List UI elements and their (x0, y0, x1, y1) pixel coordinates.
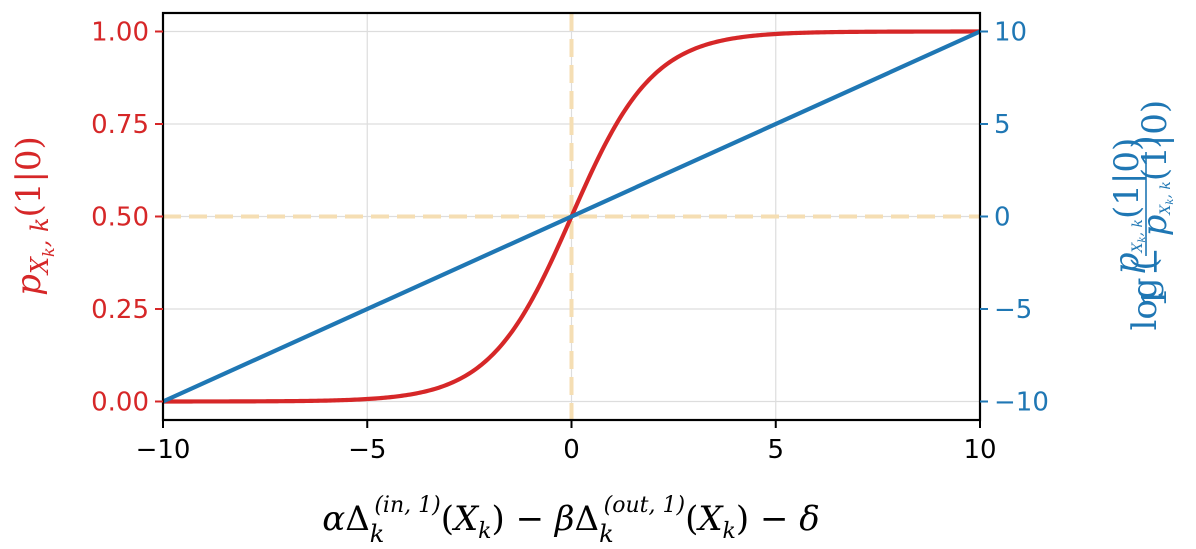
x-tick-label: 0 (563, 435, 580, 465)
svg-text:log: log (1125, 277, 1165, 330)
left-y-tick-label: 1.00 (91, 18, 149, 48)
x-axis-label: αΔk(in, 1)(Xk) − βΔk(out, 1)(Xk) − δ (322, 493, 820, 548)
right-y-axis-label: log ( pXk, k(1|0) 1 − pXk, k(1|0) ) (1107, 100, 1176, 331)
left-y-axis-label: pXk, k(1|0) (9, 136, 58, 296)
series-line-right (162, 29, 981, 404)
right-y-tick-label: 10 (994, 18, 1027, 48)
x-tick-label: 10 (963, 435, 996, 465)
svg-text:): ) (1125, 135, 1165, 148)
left-y-tick-label: 0.25 (91, 295, 149, 325)
x-tick-label: −10 (136, 435, 191, 465)
x-tick-label: −5 (348, 435, 386, 465)
ticks: −10 −5 0 5 10 0.00 0.25 0.50 0.75 1.00 −10 −5 0 5 10 (91, 18, 1049, 466)
left-y-tick-label: 0.75 (91, 110, 149, 140)
svg-text:(: ( (1125, 257, 1165, 270)
right-y-tick-label: 0 (994, 203, 1011, 233)
x-tick-label: 5 (767, 435, 784, 465)
right-y-tick-label: −10 (994, 388, 1049, 418)
left-y-tick-label: 0.50 (91, 203, 149, 233)
svg-text:pXk, k(1|0): pXk, k(1|0) (1107, 138, 1148, 274)
right-y-tick-label: −5 (994, 295, 1032, 325)
right-y-tick-label: 5 (994, 110, 1011, 140)
reference-lines (163, 13, 980, 420)
series-layer (162, 29, 981, 404)
left-y-tick-label: 0.00 (91, 388, 149, 418)
svg-text:1 − pXk, k(1|0): 1 − pXk, k(1|0) (1135, 100, 1176, 308)
